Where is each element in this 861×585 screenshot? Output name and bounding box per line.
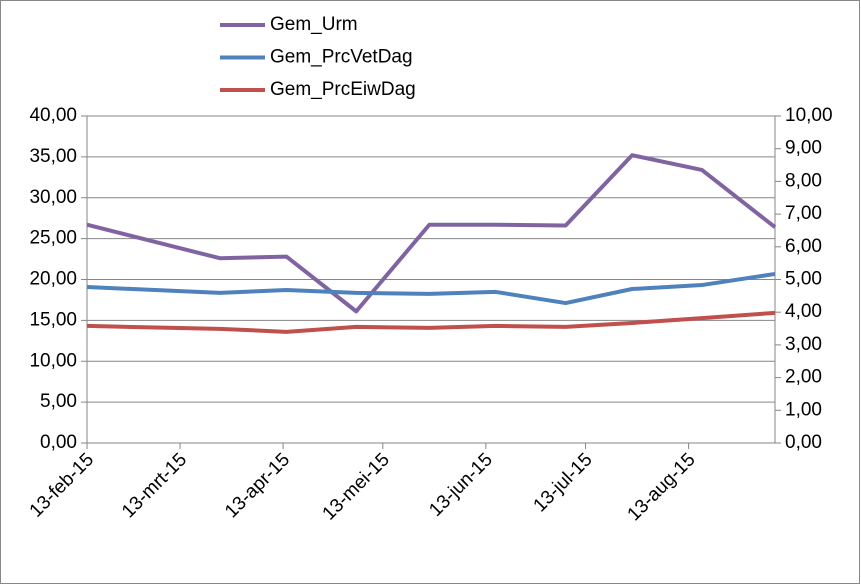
- y2-tick-label: 3,00: [785, 334, 822, 355]
- y2-tick-label: 7,00: [785, 203, 822, 224]
- y2-tick-label: 4,00: [785, 301, 822, 322]
- y-tick-label: 40,00: [29, 105, 77, 126]
- y-tick-label: 10,00: [29, 350, 77, 371]
- y2-tick-label: 9,00: [785, 138, 822, 159]
- series-line: [86, 310, 776, 334]
- series-line: [86, 153, 777, 314]
- y-tick-label: 0,00: [40, 432, 77, 453]
- legend-label: Gem_PrcEiwDag: [270, 79, 416, 100]
- y2-tick-label: 8,00: [785, 170, 822, 191]
- y-tick-label: 35,00: [29, 146, 77, 167]
- y-tick-label: 5,00: [40, 391, 77, 412]
- legend-label: Gem_Urm: [270, 14, 358, 35]
- y-tick-label: 15,00: [29, 309, 77, 330]
- y2-tick-label: 5,00: [785, 269, 822, 290]
- y-tick-label: 30,00: [29, 187, 77, 208]
- y2-tick-label: 1,00: [785, 399, 822, 420]
- y2-tick-label: 10,00: [785, 105, 833, 126]
- y-tick-label: 25,00: [29, 228, 77, 249]
- y2-tick-label: 6,00: [785, 236, 822, 257]
- series-line: [86, 271, 776, 306]
- legend-label: Gem_PrcVetDag: [270, 47, 413, 68]
- y-tick-label: 20,00: [29, 269, 77, 290]
- y2-tick-label: 0,00: [785, 432, 822, 453]
- y2-tick-label: 2,00: [785, 367, 822, 388]
